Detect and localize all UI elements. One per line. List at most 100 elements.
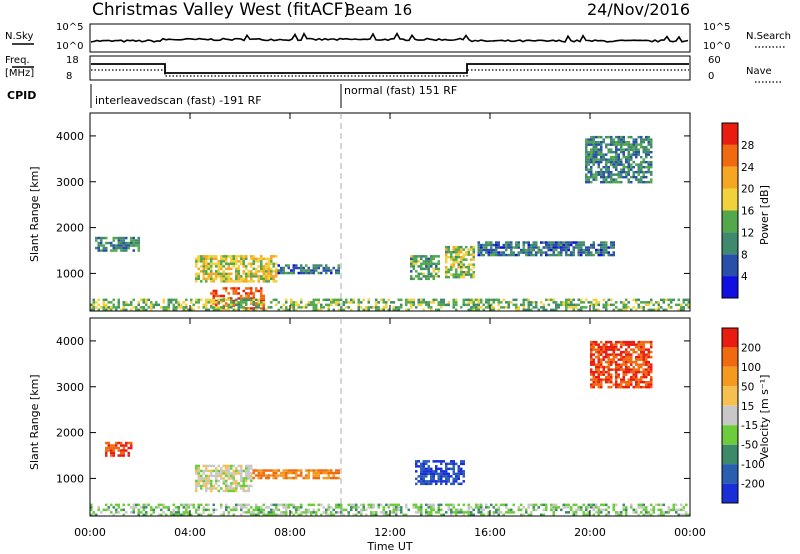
power-cell-8 (567, 301, 570, 304)
power-cell-7 (590, 160, 593, 164)
power-cell-1 (270, 260, 273, 263)
power-cell-6 (565, 241, 568, 244)
velocity-cell-5 (500, 511, 503, 514)
velocity-cell-5 (657, 508, 660, 512)
velocity-cell-5 (507, 511, 510, 514)
power-cell-8 (480, 298, 483, 302)
power-cell-8 (325, 298, 328, 302)
velocity-cell-4 (620, 385, 623, 389)
power-cell-7 (625, 170, 628, 174)
power-cell-5 (450, 253, 453, 256)
velocity-cell-5 (545, 503, 548, 507)
power-cell-8 (470, 301, 473, 304)
power-cell-4 (432, 277, 435, 281)
power-cell-7 (595, 143, 598, 146)
power-cell-0 (100, 249, 103, 252)
velocity-cell-0 (112, 449, 115, 452)
velocity-cell-3 (435, 465, 438, 468)
power-cell-5 (452, 255, 455, 259)
velocity-cell-5 (652, 508, 655, 512)
power-cell-8 (327, 308, 330, 311)
power-cell-1 (235, 272, 238, 276)
power-cell-8 (542, 303, 545, 307)
power-cell-7 (640, 160, 643, 164)
velocity-cell-5 (250, 506, 253, 509)
velocity-cell-4 (592, 343, 595, 346)
power-cell-5 (452, 245, 455, 249)
power-cell-3 (282, 271, 285, 275)
power-cell-7 (610, 150, 613, 154)
velocity-cell-1 (207, 477, 210, 480)
power-cell-3 (322, 266, 325, 270)
velocity-cell-3 (425, 467, 428, 471)
power-cell-3 (317, 266, 320, 270)
velocity-cell-2 (257, 474, 260, 477)
xtick-label-6: 00:00 (674, 526, 706, 539)
power-cell-6 (525, 241, 528, 244)
velocity-cell-5 (572, 503, 575, 507)
power-cell-6 (545, 243, 548, 247)
power-cell-8 (125, 301, 128, 304)
power-cell-7 (590, 175, 593, 179)
power-cell-2 (245, 292, 248, 295)
velocity-cell-3 (447, 477, 450, 481)
velocity-cell-3 (457, 470, 460, 473)
power-cell-7 (632, 165, 635, 169)
velocity-cell-5 (257, 513, 260, 516)
velocity-cell-1 (237, 464, 240, 468)
power-cell-8 (425, 301, 428, 304)
velocity-cell-5 (555, 508, 558, 512)
nsky-tick-bottom: 10^0 (56, 41, 83, 52)
velocity-cell-4 (605, 355, 608, 359)
power-cell-7 (650, 178, 653, 181)
power-cell-8 (167, 303, 170, 307)
velocity-cell-4 (600, 340, 603, 344)
power-cell-8 (162, 306, 165, 309)
power-cell-8 (565, 306, 568, 309)
velocity-cell-5 (295, 506, 298, 509)
velocity-cell-5 (642, 503, 645, 507)
power-cell-6 (525, 251, 528, 254)
velocity-cell-3 (462, 462, 465, 466)
power-cell-7 (640, 180, 643, 184)
velocity-cell-5 (467, 503, 470, 507)
velocity-cell-5 (377, 503, 380, 507)
velocity-cell-1 (200, 469, 203, 473)
velocity-cell-5 (440, 513, 443, 516)
velocity-cell-5 (262, 503, 265, 507)
power-cell-6 (485, 248, 488, 252)
velocity-cell-5 (630, 503, 633, 507)
velocity-cell-5 (157, 506, 160, 509)
power-cell-7 (600, 168, 603, 171)
power-cell-1 (262, 270, 265, 273)
power-cell-8 (382, 298, 385, 302)
power-cell-7 (607, 143, 610, 146)
velocity-cell-1 (247, 487, 250, 490)
velocity-cell-5 (285, 506, 288, 509)
power-cell-5 (452, 265, 455, 269)
power-cell-5 (470, 253, 473, 256)
power-cell-8 (462, 301, 465, 304)
velocity-cell-4 (610, 373, 613, 376)
power-cell-8 (612, 308, 615, 311)
power-cell-7 (615, 160, 618, 164)
power-cell-1 (257, 265, 260, 268)
power-cell-5 (457, 253, 460, 256)
power-cell-7 (622, 138, 625, 141)
power-cell-6 (577, 248, 580, 252)
velocity-cell-5 (202, 508, 205, 512)
velocity-cell-5 (112, 506, 115, 509)
velocity-cell-5 (585, 506, 588, 509)
power-cell-0 (115, 249, 118, 252)
power-cell-8 (635, 301, 638, 304)
power-cell-7 (640, 155, 643, 159)
velocity-cell-4 (632, 373, 635, 376)
power-cell-5 (462, 253, 465, 256)
power-cell-8 (590, 303, 593, 307)
power-cell-6 (517, 246, 520, 249)
power-cell-7 (630, 148, 633, 151)
velocity-cell-5 (282, 513, 285, 516)
velocity-cell-4 (637, 385, 640, 389)
power-cell-2 (245, 294, 248, 298)
power-cell-1 (237, 255, 240, 258)
